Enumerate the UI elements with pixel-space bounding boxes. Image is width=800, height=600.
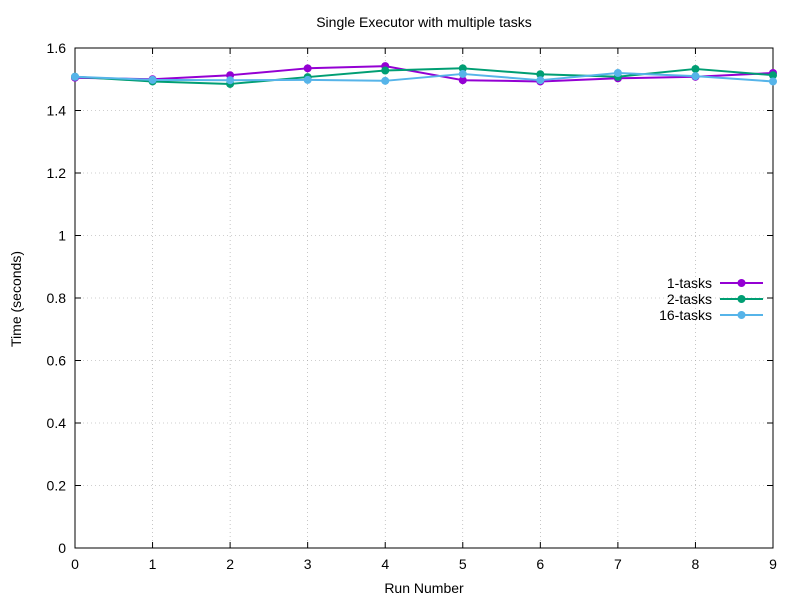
axis-ticks: 0 1 2 3 4 5 6 7 8 9 0 0.2 0.4 0.6 0.8 1 1.2 1.4 1.6 [47, 40, 778, 572]
x-tick-label: 4 [381, 556, 389, 572]
data-point [71, 72, 79, 81]
legend-item: 16-tasks [659, 307, 763, 323]
y-tick-label: 1 [58, 228, 66, 244]
y-axis-title: Time (seconds) [8, 251, 24, 347]
legend-item: 1-tasks [667, 275, 763, 291]
data-point [769, 77, 777, 86]
data-point [148, 75, 157, 84]
data-point [769, 71, 777, 80]
legend-item: 2-tasks [667, 291, 763, 307]
data-point [691, 72, 700, 81]
chart-title: Single Executor with multiple tasks [316, 14, 532, 30]
y-tick-label: 0.2 [47, 478, 67, 494]
x-tick-label: 5 [459, 556, 467, 572]
series-group [71, 62, 777, 88]
x-tick-label: 8 [692, 556, 700, 572]
x-tick-label: 6 [536, 556, 544, 572]
y-tick-label: 1.4 [47, 103, 67, 119]
y-tick-label: 0 [58, 540, 66, 556]
legend-swatch-marker [737, 311, 746, 319]
legend-label: 2-tasks [667, 291, 712, 307]
data-point [303, 64, 312, 73]
data-point [381, 66, 390, 75]
x-tick-label: 0 [71, 556, 79, 572]
data-point [303, 75, 312, 84]
x-tick-label: 3 [304, 556, 312, 572]
x-tick-label: 2 [226, 556, 234, 572]
data-point [381, 76, 390, 85]
data-point [536, 76, 545, 85]
data-point [536, 70, 545, 79]
legend-swatch-marker [737, 279, 746, 287]
legend-swatch-marker [737, 295, 746, 303]
x-axis-title: Run Number [384, 580, 464, 596]
data-point [226, 76, 235, 85]
y-tick-label: 0.6 [47, 353, 67, 369]
y-tick-label: 1.6 [47, 40, 67, 56]
legend-label: 16-tasks [659, 307, 712, 323]
data-point [458, 69, 467, 78]
y-tick-label: 0.4 [47, 415, 67, 431]
grid [75, 48, 773, 548]
data-point [458, 64, 467, 73]
x-tick-label: 9 [769, 556, 777, 572]
y-tick-label: 1.2 [47, 165, 67, 181]
series-16-tasks [71, 69, 777, 86]
y-tick-label: 0.8 [47, 290, 67, 306]
legend-label: 1-tasks [667, 275, 712, 291]
data-point [458, 76, 467, 85]
x-tick-label: 7 [614, 556, 622, 572]
series-line [74, 72, 774, 83]
data-point [613, 69, 622, 77]
series-line [74, 67, 774, 85]
x-tick-label: 1 [149, 556, 157, 572]
data-point [691, 64, 700, 73]
series-line [74, 65, 774, 83]
